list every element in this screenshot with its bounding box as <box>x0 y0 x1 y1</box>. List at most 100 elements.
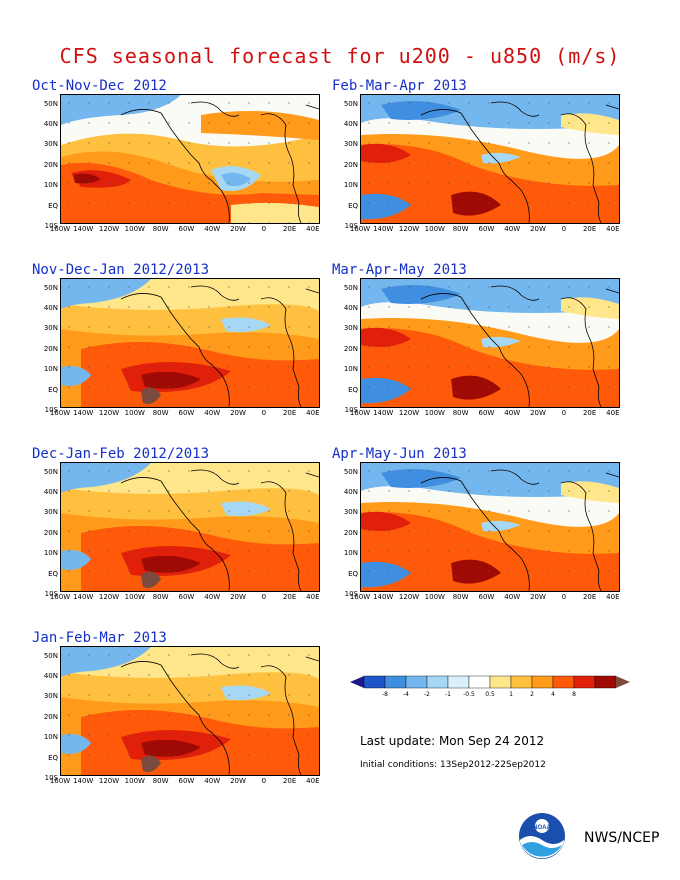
grid-dot <box>588 142 590 144</box>
colorbar-cell <box>447 675 470 689</box>
colorbar-cell <box>573 675 596 689</box>
grid-dot <box>548 102 550 104</box>
grid-dot <box>488 286 490 288</box>
grid-dot <box>148 490 150 492</box>
grid-dot <box>128 530 130 532</box>
contour-fill <box>73 173 101 184</box>
grid-dot <box>268 714 270 716</box>
grid-dot <box>168 470 170 472</box>
grid-dot <box>208 694 210 696</box>
grid-dot <box>248 590 250 591</box>
grid-dot <box>448 222 450 223</box>
grid-dot <box>248 510 250 512</box>
grid-dot <box>428 222 430 223</box>
grid-dot <box>168 510 170 512</box>
colorbar-arrow-low <box>350 676 364 688</box>
grid-dot <box>68 346 70 348</box>
panel-title: Nov-Dec-Jan 2012/2013 <box>32 262 210 278</box>
grid-dot <box>168 286 170 288</box>
grid-dot <box>148 366 150 368</box>
lat-label: EQ <box>48 754 58 762</box>
grid-dot <box>68 654 70 656</box>
grid-dot <box>468 162 470 164</box>
grid-dot <box>368 550 370 552</box>
contour-fill <box>361 143 411 163</box>
grid-dot <box>208 734 210 736</box>
grid-dot <box>608 142 610 144</box>
grid-dot <box>208 470 210 472</box>
panel-title: Apr-May-Jun 2013 <box>332 446 467 462</box>
grid-dot <box>448 366 450 368</box>
grid-dot <box>148 286 150 288</box>
grid-dot <box>588 222 590 223</box>
lon-label: 80W <box>152 593 169 601</box>
grid-dot <box>188 306 190 308</box>
panel-title: Mar-Apr-May 2013 <box>332 262 467 278</box>
grid-dot <box>128 654 130 656</box>
grid-dot <box>288 714 290 716</box>
grid-dot <box>568 570 570 572</box>
grid-dot <box>68 550 70 552</box>
grid-dot <box>388 406 390 407</box>
grid-dot <box>128 406 130 407</box>
grid-dot <box>508 142 510 144</box>
grid-dot <box>228 734 230 736</box>
grid-dot <box>88 326 90 328</box>
grid-dot <box>188 570 190 572</box>
grid-dot <box>568 202 570 204</box>
grid-dot <box>268 470 270 472</box>
forecast-panel: Mar-Apr-May 2013 50N 40N 30N 20N 10N EQ 10S 160W… <box>330 262 620 422</box>
grid-dot <box>88 102 90 104</box>
grid-dot <box>148 326 150 328</box>
grid-dot <box>448 386 450 388</box>
grid-dot <box>148 346 150 348</box>
grid-dot <box>528 406 530 407</box>
grid-dot <box>248 674 250 676</box>
grid-dot <box>488 346 490 348</box>
colorbar-cell <box>363 675 386 689</box>
grid-dot <box>68 122 70 124</box>
grid-dot <box>168 386 170 388</box>
grid-dot <box>288 326 290 328</box>
grid-dot <box>88 590 90 591</box>
grid-dot <box>428 570 430 572</box>
lon-label: 0 <box>561 593 567 601</box>
grid-dot <box>288 346 290 348</box>
grid-dot <box>188 346 190 348</box>
grid-dot <box>188 162 190 164</box>
grid-dot <box>388 162 390 164</box>
grid-dot <box>448 490 450 492</box>
grid-dot <box>188 470 190 472</box>
contour-fill <box>361 377 411 404</box>
grid-dot <box>548 530 550 532</box>
grid-dot <box>88 490 90 492</box>
forecast-panel: Dec-Jan-Feb 2012/2013 50N 40N 30N 20N 10N EQ 10… <box>30 446 320 606</box>
grid-dot <box>368 386 370 388</box>
contour-fill <box>561 297 619 319</box>
grid-dot <box>148 202 150 204</box>
grid-dot <box>608 490 610 492</box>
grid-dot <box>228 490 230 492</box>
lat-label: EQ <box>48 570 58 578</box>
colorbar-label: -1 <box>445 691 451 698</box>
grid-dot <box>68 142 70 144</box>
grid-dot <box>408 510 410 512</box>
grid-dot <box>228 470 230 472</box>
lon-label: 40E <box>606 593 620 601</box>
grid-dot <box>208 162 210 164</box>
lat-label: 40N <box>343 488 358 496</box>
grid-dot <box>568 550 570 552</box>
grid-dot <box>368 142 370 144</box>
lon-label: 120W <box>398 593 420 601</box>
grid-dot <box>68 530 70 532</box>
colorbar-label: 8 <box>572 691 576 698</box>
grid-dot <box>128 490 130 492</box>
grid-dot <box>248 102 250 104</box>
grid-dot <box>388 530 390 532</box>
grid-dot <box>428 202 430 204</box>
lon-label: 0 <box>261 409 267 417</box>
grid-dot <box>408 366 410 368</box>
grid-dot <box>288 510 290 512</box>
grid-dot <box>228 366 230 368</box>
grid-dot <box>528 490 530 492</box>
